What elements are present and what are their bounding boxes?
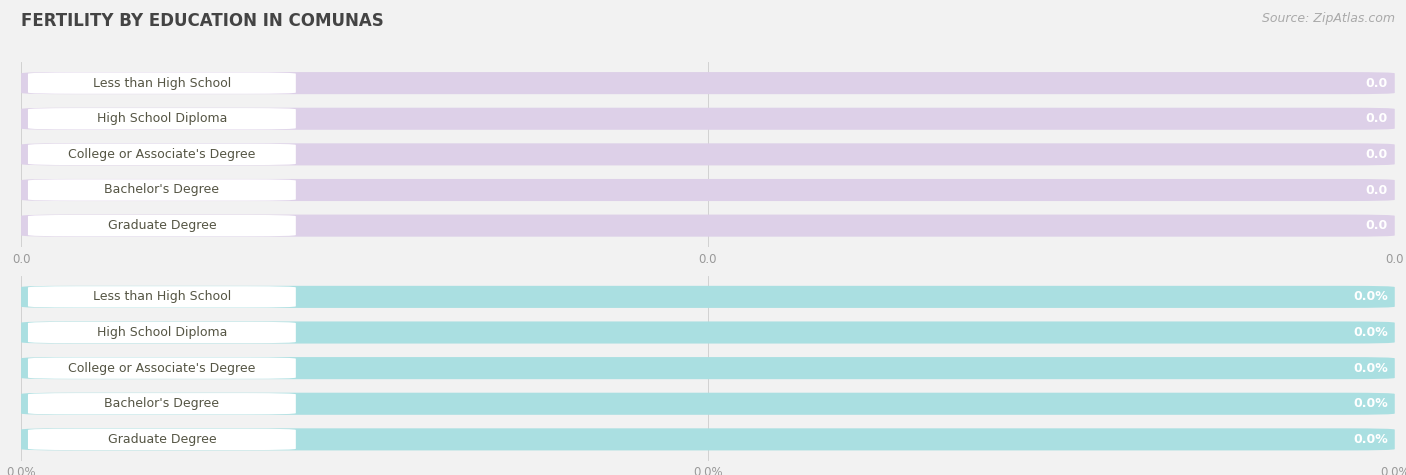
Text: 0.0%: 0.0% [1353,290,1388,304]
Text: Less than High School: Less than High School [93,76,231,90]
FancyBboxPatch shape [21,143,1395,165]
Text: High School Diploma: High School Diploma [97,326,228,339]
Text: 0.0: 0.0 [1365,76,1388,90]
Text: College or Associate's Degree: College or Associate's Degree [69,148,256,161]
FancyBboxPatch shape [28,72,295,94]
Text: 0.0: 0.0 [1365,112,1388,125]
FancyBboxPatch shape [28,322,295,343]
FancyBboxPatch shape [28,286,295,308]
FancyBboxPatch shape [21,322,1395,343]
FancyBboxPatch shape [21,393,1395,415]
Text: Less than High School: Less than High School [93,290,231,304]
Text: Source: ZipAtlas.com: Source: ZipAtlas.com [1261,12,1395,25]
FancyBboxPatch shape [21,179,1395,201]
FancyBboxPatch shape [28,393,295,414]
FancyBboxPatch shape [28,428,295,450]
Text: 0.0: 0.0 [1365,148,1388,161]
Text: 0.0: 0.0 [1365,183,1388,197]
Text: Graduate Degree: Graduate Degree [108,219,217,232]
Text: 0.0%: 0.0% [1353,326,1388,339]
FancyBboxPatch shape [21,72,1395,94]
Text: FERTILITY BY EDUCATION IN COMUNAS: FERTILITY BY EDUCATION IN COMUNAS [21,12,384,30]
FancyBboxPatch shape [21,286,1395,308]
Text: 0.0: 0.0 [1365,219,1388,232]
FancyBboxPatch shape [28,180,295,200]
FancyBboxPatch shape [28,357,295,379]
FancyBboxPatch shape [21,428,1395,450]
Text: Bachelor's Degree: Bachelor's Degree [104,397,219,410]
FancyBboxPatch shape [28,143,295,165]
Text: 0.0%: 0.0% [1353,397,1388,410]
Text: Graduate Degree: Graduate Degree [108,433,217,446]
FancyBboxPatch shape [21,215,1395,237]
Text: High School Diploma: High School Diploma [97,112,228,125]
Text: 0.0%: 0.0% [1353,433,1388,446]
Text: 0.0%: 0.0% [1353,361,1388,375]
Text: Bachelor's Degree: Bachelor's Degree [104,183,219,197]
FancyBboxPatch shape [21,108,1395,130]
FancyBboxPatch shape [21,357,1395,379]
FancyBboxPatch shape [28,108,295,129]
Text: College or Associate's Degree: College or Associate's Degree [69,361,256,375]
FancyBboxPatch shape [28,215,295,237]
